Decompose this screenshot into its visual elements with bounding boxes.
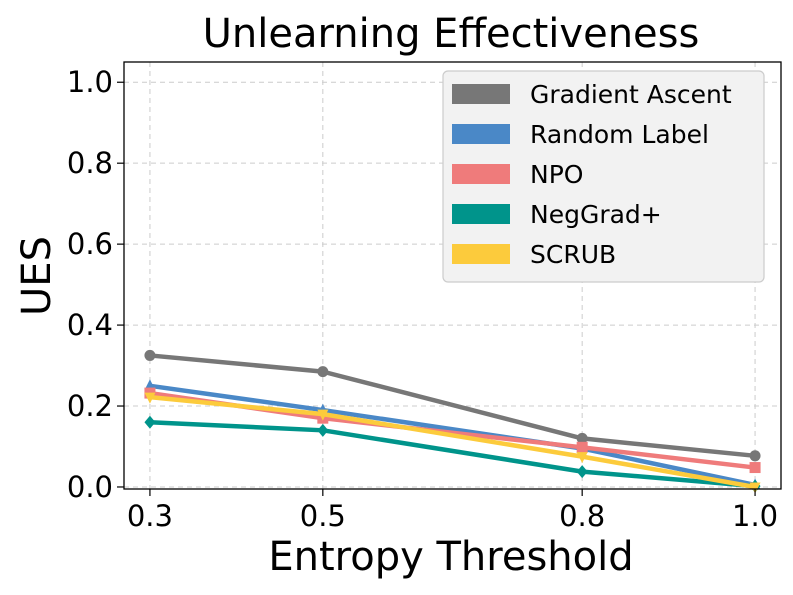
- x-tick-label: 0.5: [300, 499, 346, 533]
- data-point-scrub: [317, 409, 329, 421]
- x-tick-label: 0.8: [559, 499, 605, 533]
- data-point-gradient-ascent: [749, 450, 761, 462]
- legend-swatch-neggrad: [452, 204, 510, 224]
- data-point-npo: [749, 462, 761, 474]
- y-tick-label: 1.0: [67, 65, 113, 99]
- y-tick-label: 0.0: [67, 470, 113, 504]
- series-line-neggrad: [149, 419, 756, 489]
- series-line-scrub: [149, 394, 756, 490]
- series-line-gradient-ascent: [149, 353, 756, 459]
- y-axis-ticks: 0.0 0.2 0.4 0.6 0.8 1.0: [67, 65, 124, 504]
- data-point-neggrad: [144, 415, 156, 429]
- x-tick-label: 0.3: [127, 499, 173, 533]
- y-axis-label: UES: [14, 236, 60, 316]
- legend-label-random-label: Random Label: [530, 120, 709, 149]
- data-point-npo: [576, 441, 588, 453]
- legend-label-npo: NPO: [530, 160, 583, 189]
- data-point-scrub: [576, 452, 588, 464]
- y-tick-label: 0.8: [67, 146, 113, 180]
- chart-title: Unlearning Effectiveness: [203, 11, 700, 57]
- x-axis-label: Entropy Threshold: [268, 534, 633, 580]
- series-line-random-label: [149, 383, 756, 488]
- legend-swatch-random-label: [452, 124, 510, 144]
- x-axis-ticks: 0.3 0.5 0.8 1.0: [127, 489, 778, 533]
- y-tick-label: 0.2: [67, 389, 113, 423]
- legend-swatch-scrub: [452, 244, 510, 264]
- series-layer: [144, 349, 761, 494]
- plot-frame: [123, 61, 782, 490]
- y-tick-label: 0.6: [67, 227, 113, 261]
- series-scrub: [144, 392, 761, 494]
- legend-swatch-gradient-ascent: [452, 84, 510, 104]
- data-point-scrub: [749, 482, 761, 494]
- legend-swatch-npo: [452, 164, 510, 184]
- data-point-gradient-ascent: [144, 349, 156, 361]
- data-point-scrub: [144, 392, 156, 404]
- series-neggrad: [144, 415, 761, 493]
- data-point-random-label: [144, 379, 156, 391]
- x-tick-label: 1.0: [732, 499, 778, 533]
- legend-label-scrub: SCRUB: [530, 240, 616, 269]
- legend-frame: [442, 70, 765, 283]
- y-tick-label: 0.4: [67, 308, 113, 342]
- data-point-gradient-ascent: [576, 432, 588, 444]
- data-point-gradient-ascent: [317, 366, 329, 378]
- data-point-neggrad: [576, 465, 588, 479]
- data-point-neggrad: [317, 423, 329, 437]
- series-gradient-ascent: [144, 349, 761, 462]
- legend-label-gradient-ascent: Gradient Ascent: [530, 80, 732, 109]
- legend: Gradient Ascent Random Label NPO NegGrad+ SC…: [442, 70, 765, 283]
- legend-label-neggrad: NegGrad+: [530, 200, 662, 229]
